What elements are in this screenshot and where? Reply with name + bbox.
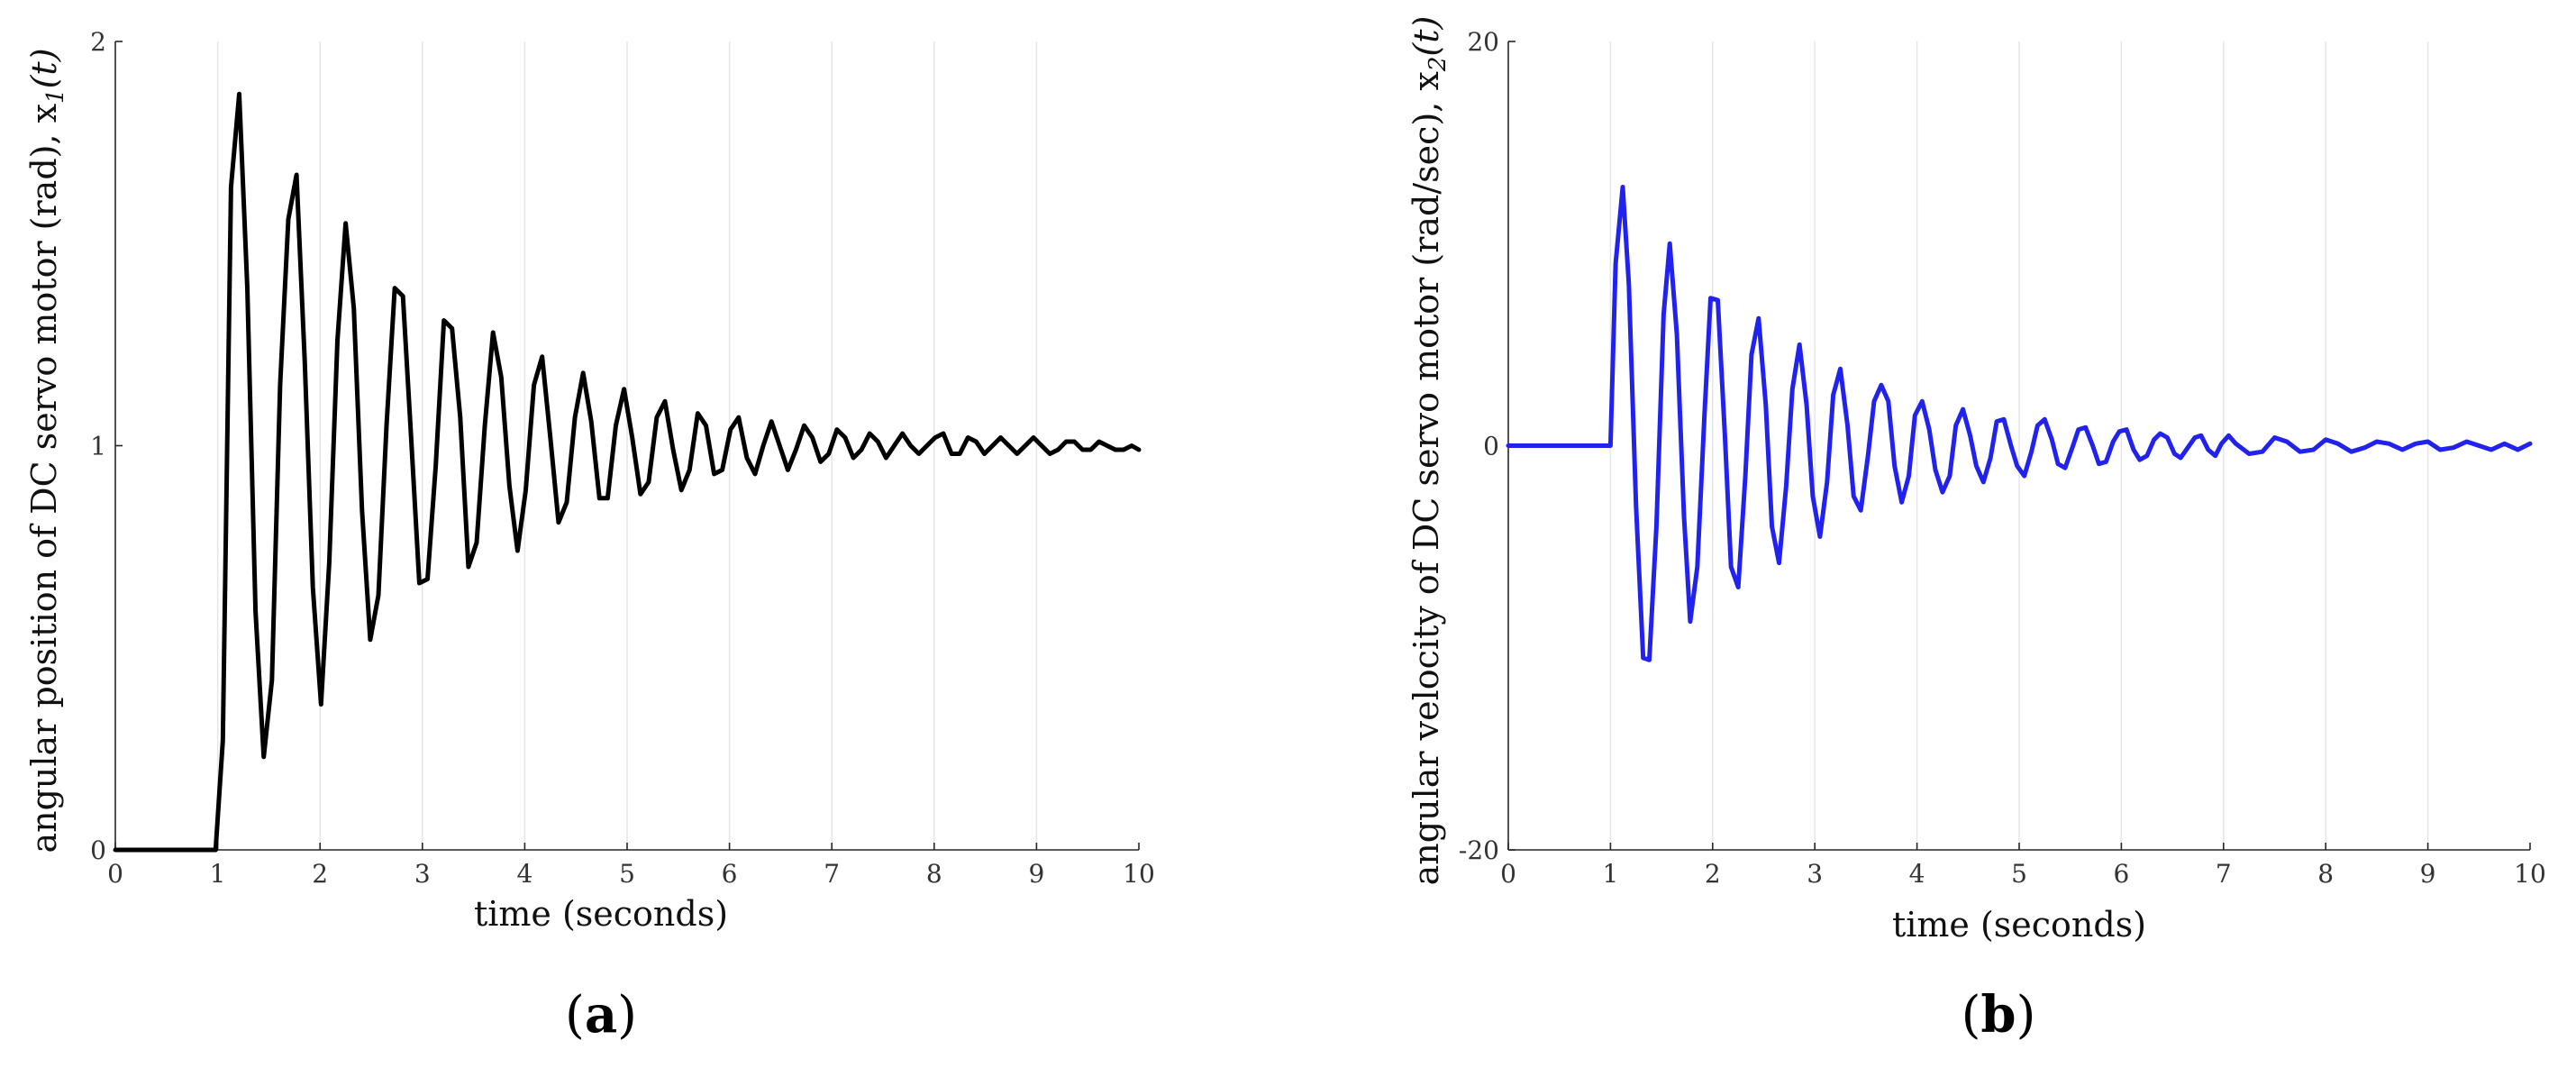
x-tick-label-a: 2 (312, 859, 328, 889)
panel-letter-a: a (585, 985, 617, 1045)
y-tick-label-b: -20 (1459, 835, 1499, 865)
x-tick-label-a: 9 (1028, 859, 1044, 889)
x-tick-label-b: 10 (2514, 859, 2546, 889)
x-tick-label-a: 10 (1123, 859, 1155, 889)
x-tick-label-a: 4 (516, 859, 532, 889)
chart-panel-a: 0 1 2 3 4 5 6 7 8 9 10 0 1 2 time (seconds) angular p… (24, 27, 1155, 1045)
x-tick-label-a: 1 (210, 859, 226, 889)
series-b (1506, 185, 2533, 662)
x-tick-label-a: 0 (107, 859, 123, 889)
y-tick-label-b: 0 (1483, 432, 1499, 461)
x-tick-label-b: 6 (2113, 859, 2129, 889)
x-tick-label-a: 3 (414, 859, 431, 889)
series-line-b (1506, 185, 2533, 662)
x-axis-label-b: time (seconds) (1892, 905, 2146, 945)
x-tick-label-a: 7 (824, 859, 840, 889)
x-tick-label-b: 3 (1807, 859, 1823, 889)
x-tick-label-b: 9 (2420, 859, 2436, 889)
x-tick-label-b: 2 (1705, 859, 1721, 889)
x-tick-label-a: 6 (722, 859, 738, 889)
x-tick-label-a: 5 (619, 859, 635, 889)
y-axis-label-b: angular velocity of DC servo motor (rad/… (1406, 16, 1452, 886)
y-tick-label-b: 20 (1467, 27, 1499, 57)
axes-a: 0 1 2 3 4 5 6 7 8 9 10 0 1 2 (90, 27, 1155, 889)
y-axis-label-b-tail: (t) (1406, 16, 1446, 57)
panel-label-a: (a) (565, 985, 637, 1045)
y-axis-label-b-main: angular velocity of DC servo motor (rad/… (1406, 71, 1446, 885)
x-tick-label-b: 8 (2317, 859, 2334, 889)
grid-layer-b (1609, 41, 2429, 850)
y-axis-label-a-tail: (t) (24, 48, 64, 88)
x-tick-label-a: 8 (926, 859, 942, 889)
x-tick-label-b: 1 (1602, 859, 1618, 889)
y-tick-label-a: 2 (90, 27, 106, 57)
series-a (113, 91, 1142, 853)
panel-label-b: (b) (1962, 985, 2036, 1045)
x-axis-label-a: time (seconds) (474, 894, 728, 934)
y-axis-label-a: angular position of DC servo motor (rad)… (24, 48, 69, 853)
x-tick-label-b: 0 (1500, 859, 1516, 889)
x-tick-label-b: 7 (2216, 859, 2232, 889)
panel-letter-b: b (1980, 985, 2016, 1045)
y-axis-label-a-main: angular position of DC servo motor (rad)… (24, 104, 64, 853)
x-tick-label-b: 5 (2011, 859, 2027, 889)
y-axis-label-b-sub: 2 (1425, 57, 1452, 73)
x-tick-label-b: 4 (1909, 859, 1925, 889)
y-tick-label-a: 0 (90, 835, 106, 865)
series-line-a (113, 91, 1142, 853)
y-axis-label-a-sub: 1 (42, 88, 69, 104)
y-tick-label-a: 1 (90, 432, 106, 461)
